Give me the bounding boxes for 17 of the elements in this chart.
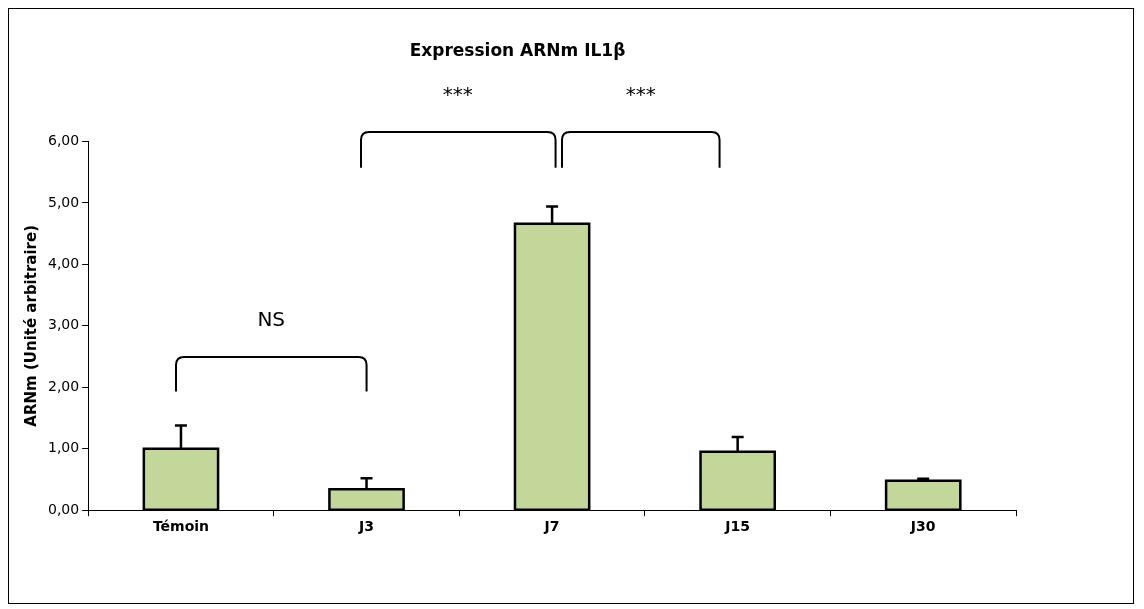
text: *** xyxy=(441,82,474,107)
x-tick-label: J15 xyxy=(724,518,750,535)
y-tick-label: 0,00 xyxy=(48,500,80,517)
y-tick-label: 1,00 xyxy=(48,439,80,456)
y-axis-title: ARNm (Unité arbitraire) xyxy=(21,224,40,427)
y-tick-label: 3,00 xyxy=(48,316,80,333)
y-tick-label: 5,00 xyxy=(48,193,80,210)
text: *** xyxy=(624,82,657,107)
x-tick-label: J7 xyxy=(543,518,560,535)
y-tick-label: 2,00 xyxy=(48,377,80,394)
x-tick-label: J30 xyxy=(909,518,936,535)
x-tick-label: Témoin xyxy=(152,518,210,535)
x-tick-label: J3 xyxy=(358,518,374,535)
y-tick-label: 6,00 xyxy=(48,132,80,149)
y-tick-label: 4,00 xyxy=(48,254,80,271)
chart-title: Expression ARNm IL1β xyxy=(409,39,626,60)
annotation: NS xyxy=(256,307,287,332)
